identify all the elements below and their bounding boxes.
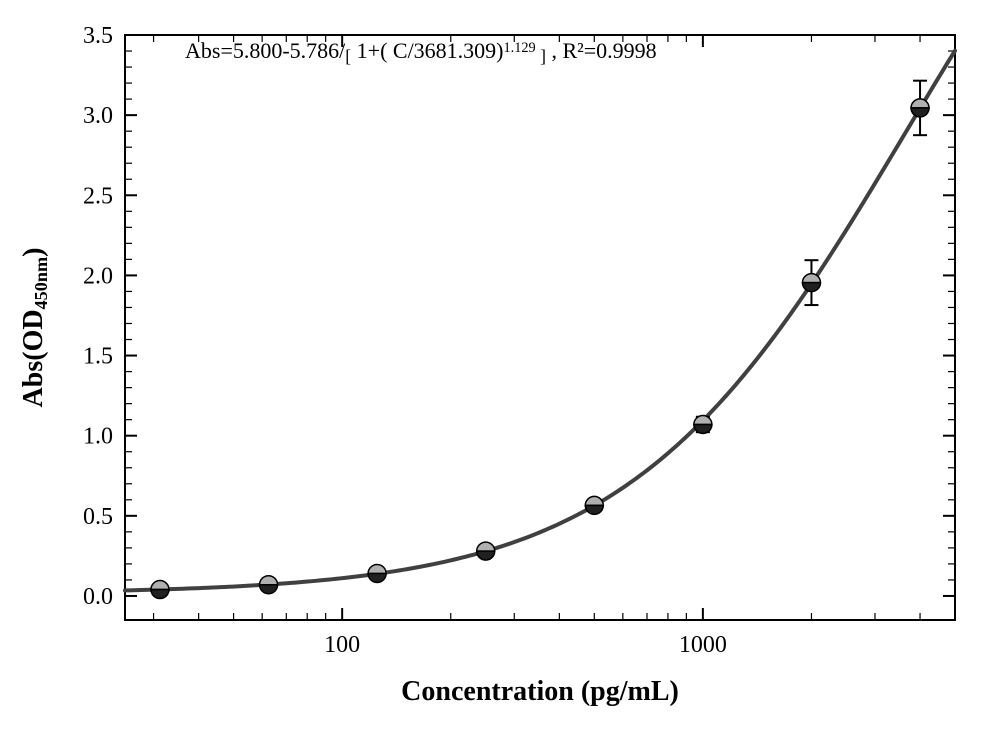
y-tick-label: 3.5 xyxy=(83,23,113,49)
y-tick-label: 1.0 xyxy=(83,424,113,450)
y-tick-label: 1.5 xyxy=(83,344,113,370)
marker-top xyxy=(151,581,169,590)
chart-svg: 100 1000 0.0 0.5 1.0 1.5 2.0 2.5 3.0 3.5 Concentra… xyxy=(0,0,1000,747)
y-tick-label: 2.5 xyxy=(83,183,113,209)
marker-bot xyxy=(151,590,169,599)
y-tick-label: 0.0 xyxy=(83,584,113,610)
y-axis-label: Abs(OD450nm) xyxy=(18,248,51,408)
x-tick-label: 100 xyxy=(324,632,360,658)
y-tick-label: 3.0 xyxy=(83,103,113,129)
marker-top xyxy=(368,565,386,574)
marker-bot xyxy=(477,551,495,560)
x-axis-label: Concentration (pg/mL) xyxy=(401,676,679,707)
x-tick-label: 1000 xyxy=(679,632,727,658)
marker-top xyxy=(260,576,278,585)
marker-bot xyxy=(260,585,278,594)
fit-curve xyxy=(125,51,955,591)
marker-top xyxy=(585,496,603,505)
marker-bot xyxy=(585,505,603,514)
equation-text: Abs=5.800-5.786/[ 1+( C/3681.309)1.129 ]… xyxy=(185,38,657,66)
y-tick-label: 2.0 xyxy=(83,263,113,289)
marker-top xyxy=(477,542,495,551)
marker-bot xyxy=(368,574,386,583)
y-tick-label: 0.5 xyxy=(83,504,113,530)
chart-container: 100 1000 0.0 0.5 1.0 1.5 2.0 2.5 3.0 3.5 Concentra… xyxy=(0,0,1000,747)
